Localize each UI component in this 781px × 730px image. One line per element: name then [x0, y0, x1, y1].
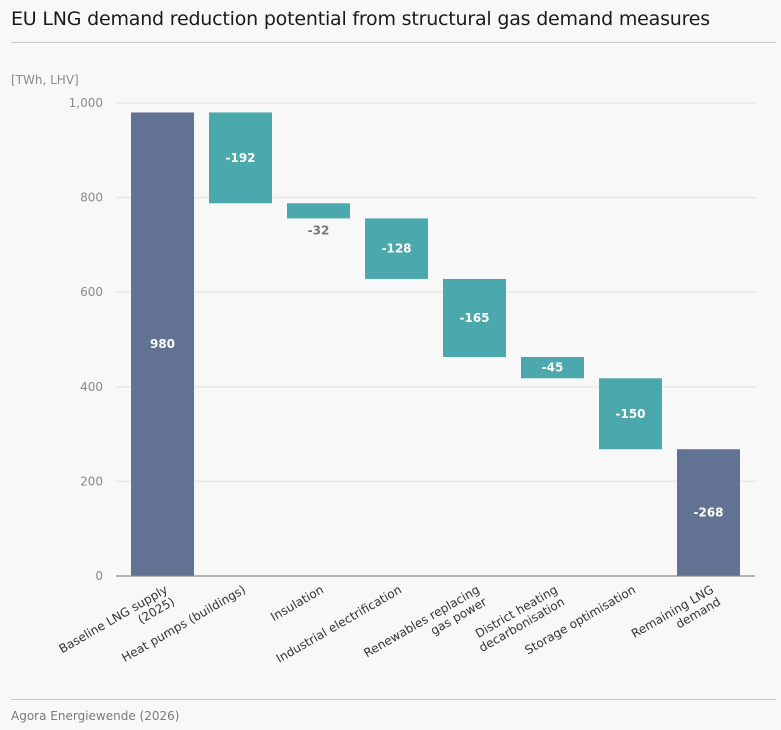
bar-3 [365, 218, 428, 279]
category-label: Heat pumps (buildings) [119, 582, 248, 664]
y-axis-unit-label: [TWh, LHV] [11, 73, 79, 87]
data-labels: 980 -192 -32 -128 -165 -45 -150 -268 [150, 151, 724, 520]
bar-2 [287, 203, 350, 219]
y-tick-label: 0 [95, 569, 103, 583]
y-tick-label: 1,000 [69, 96, 103, 110]
data-label: -45 [542, 361, 564, 375]
category-label: Insulation [268, 582, 326, 623]
chart-title: EU LNG demand reduction potential from s… [11, 8, 710, 30]
data-label: -32 [308, 223, 330, 237]
category-label-line: Insulation [268, 582, 326, 623]
data-label: 980 [150, 337, 175, 351]
data-label: -268 [693, 506, 723, 520]
bar-6 [599, 378, 662, 450]
category-label-line: Heat pumps (buildings) [119, 582, 248, 664]
bar-5 [521, 357, 584, 379]
waterfall-chart: 0 200 400 600 800 1,000 980 -192 -32 -128 -165 -45… [56, 96, 757, 666]
category-label-line: Industrial electrification [274, 582, 404, 665]
y-tick-label: 600 [80, 285, 103, 299]
category-label: Industrial electrification [274, 582, 404, 665]
category-labels: Baseline LNG supply(2025)Heat pumps (bui… [56, 582, 723, 665]
bar-0 [131, 112, 194, 577]
bars [131, 112, 740, 577]
footer-divider [11, 699, 776, 700]
y-tick-label: 400 [80, 380, 103, 394]
y-tick-labels: 0 200 400 600 800 1,000 [69, 96, 103, 583]
bar-7 [677, 449, 740, 576]
data-label: -192 [225, 151, 255, 165]
data-label: -150 [615, 407, 645, 421]
bar-1 [209, 112, 272, 204]
y-tick-label: 200 [80, 474, 103, 488]
bar-4 [443, 278, 506, 358]
category-label: Baseline LNG supply(2025) [56, 582, 177, 656]
y-tick-label: 800 [80, 191, 103, 205]
data-label: -165 [459, 311, 489, 325]
source-note: Agora Energiewende (2026) [11, 709, 180, 723]
title-divider [11, 42, 776, 43]
data-label: -128 [381, 242, 411, 256]
